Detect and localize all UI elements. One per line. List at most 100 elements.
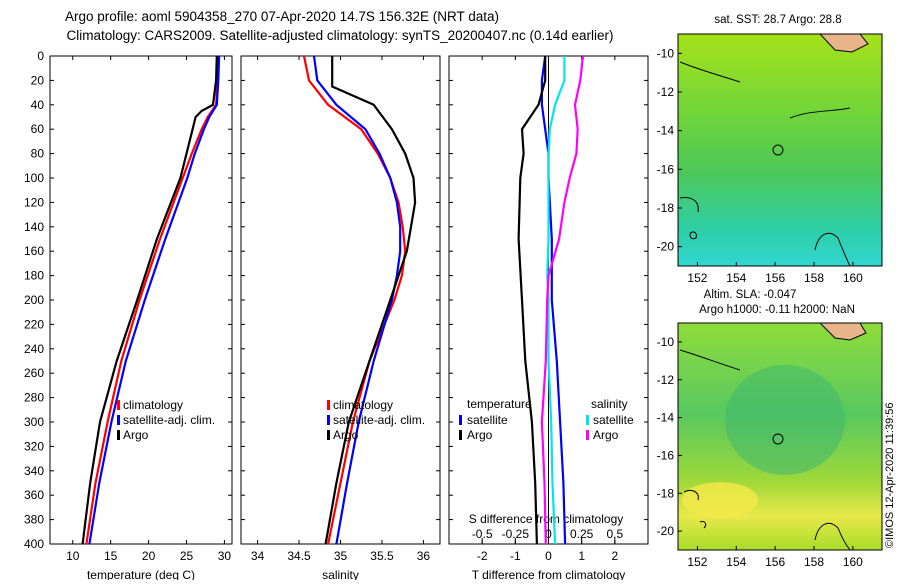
x-tick-label: -1 bbox=[510, 549, 521, 563]
map-y-tick-label: -18 bbox=[657, 486, 675, 500]
legend-swatch-argo bbox=[117, 430, 120, 440]
map-y-tick-label: -10 bbox=[657, 335, 675, 349]
salinity-panel: 34 34.5 35 35.5 36 salinity bbox=[240, 55, 441, 582]
sla-low-anomaly bbox=[725, 365, 845, 475]
map-y-tick-label: -16 bbox=[657, 448, 675, 462]
map-y-tick-label: -12 bbox=[657, 85, 675, 99]
y-tick-label: 260 bbox=[24, 366, 44, 380]
y-tick-label: 300 bbox=[24, 415, 44, 429]
legend-swatch-climatology bbox=[117, 400, 120, 410]
y-tick-label: 280 bbox=[24, 391, 44, 405]
x-tick-label: 34 bbox=[251, 549, 265, 563]
map-x-tick-label: 156 bbox=[765, 271, 785, 285]
y-tick-label: 0 bbox=[37, 49, 44, 63]
y-tick-label: 40 bbox=[31, 98, 45, 112]
legend-swatch-satellite bbox=[327, 415, 330, 425]
x-tick-label: 1 bbox=[578, 549, 585, 563]
legend-title-temperature: temperature bbox=[467, 397, 532, 411]
reef-outline bbox=[679, 197, 699, 240]
secondary-tick-label: -0.5 bbox=[472, 527, 493, 541]
x-tick-label: 0 bbox=[545, 549, 552, 563]
argo-location-marker bbox=[772, 144, 784, 156]
x-tick-label: 36 bbox=[417, 549, 431, 563]
y-tick-label: 340 bbox=[24, 464, 44, 478]
x-axis-label: temperature (deg C) bbox=[87, 568, 195, 580]
secondary-tick-label: 0 bbox=[545, 527, 552, 541]
argo-location-marker bbox=[772, 433, 784, 445]
imos-timestamp: ©IMOS 12-Apr-2020 11:39:56 bbox=[884, 403, 896, 548]
map-x-tick-label: 160 bbox=[843, 271, 863, 285]
map-y-tick-label: -14 bbox=[657, 411, 675, 425]
sst-field bbox=[677, 33, 883, 267]
land-new-guinea bbox=[818, 322, 867, 341]
legend-title-salinity: salinity bbox=[591, 397, 628, 411]
secondary-tick-label: 0.5 bbox=[606, 527, 623, 541]
map-x-tick-label: 158 bbox=[804, 271, 824, 285]
temperature-panel: 0 20 40 60 80 100 120 140 160 180 200 220 240 260 280 3… bbox=[24, 49, 233, 582]
salinity-legend: climatology satellite-adj. clim. Argo bbox=[327, 398, 425, 442]
series-argo bbox=[324, 56, 417, 545]
legend-swatch-satellite bbox=[117, 415, 120, 425]
x-tick-label: 20 bbox=[142, 549, 156, 563]
legend-swatch-argo bbox=[327, 430, 330, 440]
title-line-1: Argo profile: aoml 5904358_270 07-Apr-20… bbox=[65, 9, 499, 24]
map-x-tick-label: 160 bbox=[843, 555, 863, 569]
map-y-tick-label: -20 bbox=[657, 240, 675, 254]
series-satellite-adj-clim bbox=[88, 55, 221, 545]
legend-swatch-climatology bbox=[327, 400, 330, 410]
y-tick-label: 20 bbox=[31, 73, 45, 87]
x-axis-label: salinity bbox=[322, 568, 359, 580]
legend-label-climatology: climatology bbox=[123, 398, 183, 412]
map-y-tick-label: -12 bbox=[657, 373, 675, 387]
y-tick-label: 380 bbox=[24, 513, 44, 527]
map-x-tick-label: 154 bbox=[726, 271, 746, 285]
legend-swatch-sal-satellite bbox=[586, 415, 589, 425]
legend-label-sal-argo: Argo bbox=[593, 428, 619, 442]
y-tick-label: 180 bbox=[24, 269, 44, 283]
y-tick-label: 160 bbox=[24, 244, 44, 258]
map-x-tick-label: 152 bbox=[687, 555, 707, 569]
y-tick-label: 100 bbox=[24, 171, 44, 185]
map-y-tick-label: -10 bbox=[657, 46, 675, 60]
secondary-tick-label: 0.25 bbox=[570, 527, 594, 541]
difference-legend: temperature satellite Argo salinity sate… bbox=[459, 397, 634, 442]
sla-map-subtitle: Argo h1000: -0.11 h2000: NaN bbox=[699, 304, 855, 316]
legend-label-satellite: satellite-adj. clim. bbox=[333, 413, 425, 427]
series-temperature-argo bbox=[517, 56, 547, 545]
y-tick-label: 320 bbox=[24, 439, 44, 453]
x-tick-label: 10 bbox=[66, 549, 80, 563]
legend-label-temp-satellite: satellite bbox=[467, 413, 508, 427]
x-tick-label: 35.5 bbox=[370, 549, 394, 563]
y-tick-label: 120 bbox=[24, 195, 44, 209]
land-new-guinea bbox=[818, 33, 869, 53]
map-y-tick-label: -16 bbox=[657, 162, 675, 176]
x-tick-label: 35 bbox=[334, 549, 348, 563]
sst-map: sat. SST: 28.7 Argo: 28.8 152 154 156 158 16… bbox=[657, 14, 883, 285]
x-tick-label: 2 bbox=[611, 549, 618, 563]
x-tick-label: 15 bbox=[104, 549, 118, 563]
x-tick-label: 25 bbox=[180, 549, 194, 563]
sla-map-axes: 152 154 156 158 160 -10 -12 -14 -16 -18 -20 bbox=[657, 335, 864, 569]
map-y-tick-label: -14 bbox=[657, 124, 675, 138]
y-tick-label: 200 bbox=[24, 293, 44, 307]
sst-map-axes: 152 154 156 158 160 -10 -12 -14 -16 -18 -20 bbox=[657, 46, 864, 285]
legend-swatch-temp-argo bbox=[459, 430, 462, 440]
coastline bbox=[679, 349, 851, 551]
x-tick-label: 30 bbox=[218, 549, 232, 563]
legend-label-satellite: satellite-adj. clim. bbox=[123, 413, 215, 427]
series-temperature-satellite bbox=[540, 55, 567, 545]
series-argo bbox=[81, 55, 218, 545]
y-tick-label: 240 bbox=[24, 342, 44, 356]
temperature-legend: climatology satellite-adj. clim. Argo bbox=[117, 398, 215, 442]
x-tick-label: 34.5 bbox=[287, 549, 311, 563]
plot-frame bbox=[240, 55, 441, 545]
series-salinity-argo bbox=[540, 55, 585, 545]
y-tick-label: 60 bbox=[31, 122, 45, 136]
map-x-tick-label: 154 bbox=[726, 555, 746, 569]
x-axis-label: T difference from climatology bbox=[472, 568, 626, 580]
series-climatology bbox=[302, 55, 407, 545]
sst-map-title: sat. SST: 28.7 Argo: 28.8 bbox=[714, 14, 841, 26]
secondary-tick-label: -0.25 bbox=[502, 527, 530, 541]
sla-map-title: Altim. SLA: -0.047 bbox=[704, 289, 797, 301]
